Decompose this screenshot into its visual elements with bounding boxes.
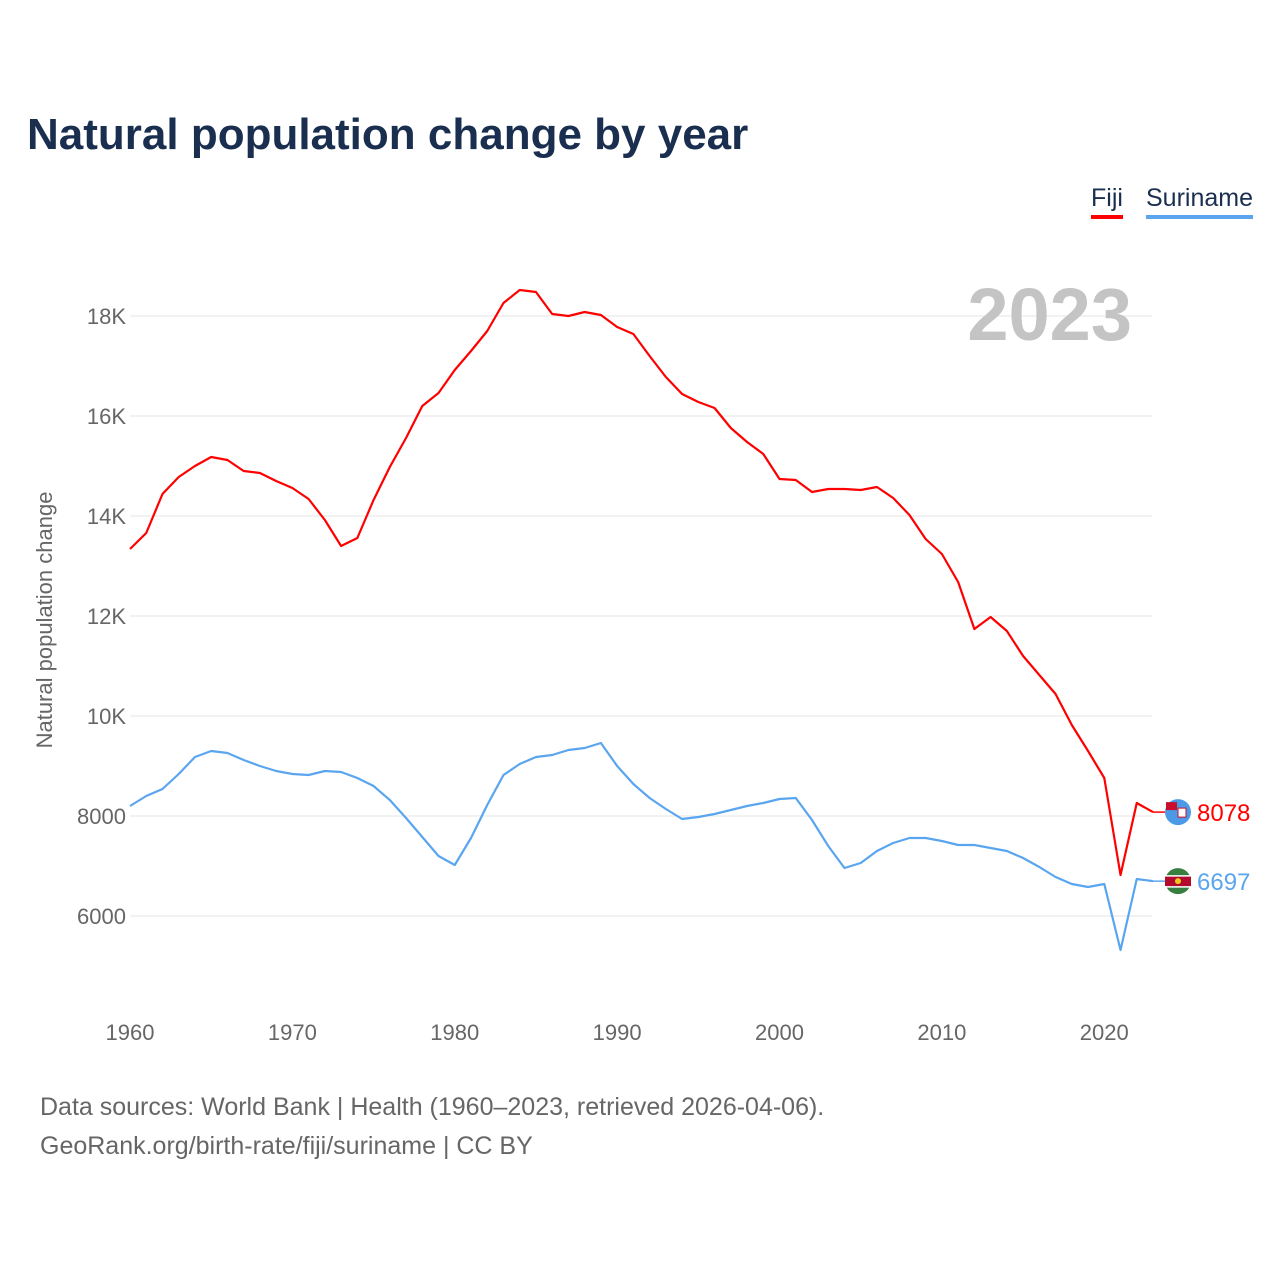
series-line-suriname[interactable]: [129, 741, 1154, 952]
y-tick-label: 18K: [87, 304, 126, 329]
x-tick-label: 1990: [593, 1020, 642, 1045]
series-line-fiji[interactable]: [129, 288, 1154, 877]
year-label: 2023: [967, 273, 1132, 356]
y-axis-label: Natural population change: [32, 492, 57, 749]
source-link[interactable]: GeoRank.org/birth-rate/fiji/suriname | C…: [40, 1132, 533, 1160]
y-tick-label: 8000: [77, 804, 126, 829]
legend-fiji[interactable]: Fiji: [1091, 184, 1123, 219]
x-tick-label: 2010: [917, 1020, 966, 1045]
x-tick-label: 1960: [106, 1020, 155, 1045]
y-tick-label: 10K: [87, 704, 126, 729]
x-tick-label: 2000: [755, 1020, 804, 1045]
flag-suriname-icon: [1165, 868, 1191, 895]
end-value-suriname: 6697: [1197, 869, 1250, 896]
flag-fiji-icon: [1165, 799, 1191, 826]
y-tick-label: 16K: [87, 404, 126, 429]
source-line-1: Data sources: World Bank | Health (1960–…: [40, 1093, 825, 1121]
source-note: Data sources: World Bank | Health (1960–…: [40, 1088, 824, 1166]
end-value-fiji: 8078: [1197, 800, 1250, 827]
chart-title: Natural population change by year: [27, 110, 749, 159]
x-tick-label: 1970: [268, 1020, 317, 1045]
x-tick-label: 1980: [430, 1020, 479, 1045]
x-tick-label: 2020: [1080, 1020, 1129, 1045]
y-tick-label: 6000: [77, 904, 126, 929]
legend-suriname[interactable]: Suriname: [1146, 184, 1253, 219]
y-tick-label: 14K: [87, 504, 126, 529]
y-tick-label: 12K: [87, 604, 126, 629]
